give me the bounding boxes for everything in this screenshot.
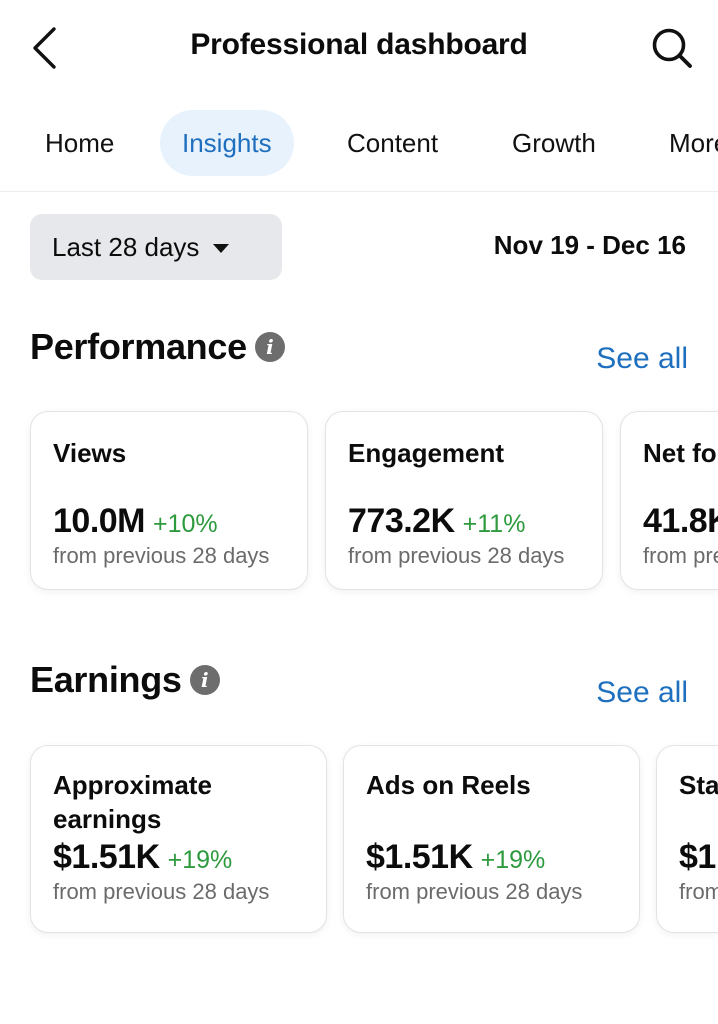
card-subtext: from previous 28 days xyxy=(366,879,583,904)
card-value: $1.51K xyxy=(366,838,473,876)
card-value-row: 10.0M +10% xyxy=(53,502,285,541)
earnings-title: Earnings xyxy=(30,659,182,700)
card-value: $1.51K xyxy=(53,838,160,876)
info-icon[interactable]: i xyxy=(189,665,220,695)
card-subtext: from previous 28 days xyxy=(53,543,270,568)
card-value: 10.0M xyxy=(53,502,146,540)
card-value-row: $1 xyxy=(679,838,716,877)
card-value: $1 xyxy=(679,838,716,876)
tab-insights[interactable]: Insights xyxy=(160,110,294,176)
tab-divider xyxy=(0,191,718,192)
approximate-earnings-card[interactable]: Approximate earnings $1.51K +19% from pr… xyxy=(30,745,327,933)
performance-heading: Performance i xyxy=(30,326,285,368)
card-value-row: $1.51K +19% xyxy=(366,838,617,877)
card-label-line1: Approximate xyxy=(53,770,212,800)
search-button[interactable] xyxy=(648,24,696,72)
caret-down-icon xyxy=(213,243,230,253)
tab-growth[interactable]: Growth xyxy=(512,127,596,158)
back-button[interactable] xyxy=(24,22,64,74)
card-label: Engagement xyxy=(348,438,505,468)
card-label: Views xyxy=(53,438,127,468)
chevron-left-icon xyxy=(33,27,56,69)
card-label: Stars xyxy=(679,770,718,800)
info-icon[interactable]: i xyxy=(254,332,285,362)
card-label: Ads on Reels xyxy=(366,770,531,800)
earnings-see-all-link[interactable]: See all xyxy=(596,676,688,709)
tab-bar: Home Insights Content Growth More xyxy=(0,110,718,178)
card-change: +11% xyxy=(462,510,526,538)
card-change: +19% xyxy=(480,846,546,874)
card-value: 773.2K xyxy=(348,502,455,540)
date-range-dropdown-label: Last 28 days xyxy=(52,231,200,262)
tab-home[interactable]: Home xyxy=(45,127,115,158)
card-value-row: $1.51K +19% xyxy=(53,838,304,877)
card-subtext: from previous 28 days xyxy=(348,543,565,568)
performance-see-all-link[interactable]: See all xyxy=(596,342,688,375)
ads-on-reels-card[interactable]: Ads on Reels $1.51K +19% from previous 2… xyxy=(343,745,640,933)
card-change: +19% xyxy=(167,846,233,874)
card-label-line2: earnings xyxy=(53,804,162,834)
date-range-dropdown[interactable]: Last 28 days xyxy=(30,214,282,280)
page-title: Professional dashboard xyxy=(190,28,528,61)
earnings-heading: Earnings i xyxy=(30,659,220,701)
card-subtext: from previous 28 days xyxy=(53,879,270,904)
tab-more[interactable]: More xyxy=(669,127,718,158)
card-subtext: from previous 28 days xyxy=(679,879,718,904)
date-range-text: Nov 19 - Dec 16 xyxy=(493,230,686,260)
card-value-row: 41.8K xyxy=(643,502,718,541)
engagement-card[interactable]: Engagement 773.2K +11% from previous 28 … xyxy=(325,411,603,590)
card-label: Net followers xyxy=(643,438,718,468)
views-card[interactable]: Views 10.0M +10% from previous 28 days xyxy=(30,411,308,590)
tab-content[interactable]: Content xyxy=(347,127,439,158)
net-followers-card[interactable]: Net followers 41.8K from previous 28 day… xyxy=(620,411,718,590)
stars-card[interactable]: Stars $1 from previous 28 days xyxy=(656,745,718,933)
performance-title: Performance xyxy=(30,326,247,367)
card-value: 41.8K xyxy=(643,502,718,540)
header: Professional dashboard xyxy=(0,0,718,96)
card-subtext: from previous 28 days xyxy=(643,543,718,568)
card-change: +10% xyxy=(153,510,218,538)
search-icon xyxy=(652,28,692,68)
card-value-row: 773.2K +11% xyxy=(348,502,580,541)
